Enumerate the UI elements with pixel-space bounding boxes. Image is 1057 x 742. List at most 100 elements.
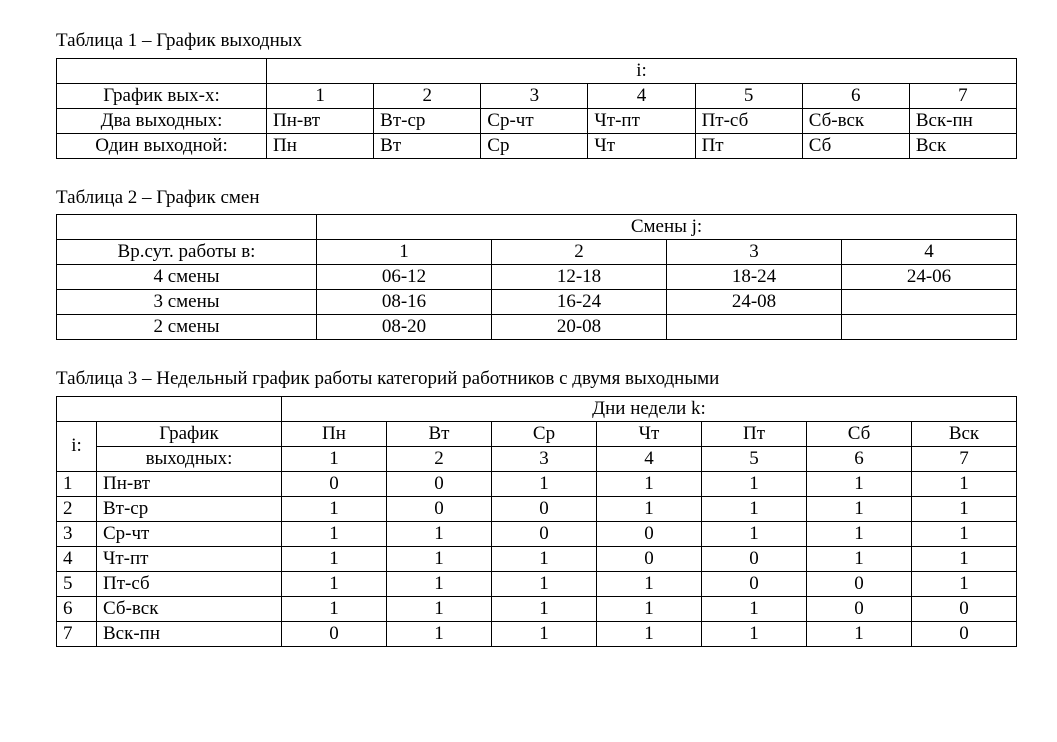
table-row: Два выходных: Пн-вт Вт-ср Ср-чт Чт-пт Пт… — [57, 108, 1017, 133]
cell: Вт — [374, 133, 481, 158]
cell: 4 — [597, 446, 702, 471]
cell: 7 — [909, 83, 1016, 108]
table1-corner — [57, 58, 267, 83]
cell — [842, 290, 1017, 315]
row-label: Вр.сут. работы в: — [57, 240, 317, 265]
cell: 1 — [597, 596, 702, 621]
cell: 1 — [492, 571, 597, 596]
row-index: 5 — [57, 571, 97, 596]
cell: 0 — [387, 471, 492, 496]
cell: 2 — [387, 446, 492, 471]
cell — [842, 315, 1017, 340]
cell: Пт — [702, 421, 807, 446]
cell: 1 — [912, 521, 1017, 546]
table-row: Вр.сут. работы в: 1 2 3 4 — [57, 240, 1017, 265]
row-label: Один выходной: — [57, 133, 267, 158]
cell: 1 — [807, 496, 912, 521]
cell: 1 — [912, 546, 1017, 571]
cell: 1 — [492, 471, 597, 496]
cell: 1 — [282, 496, 387, 521]
cell: Пн-вт — [267, 108, 374, 133]
cell: 1 — [492, 546, 597, 571]
row-name: Сб-вск — [97, 596, 282, 621]
row-name: Вт-ср — [97, 496, 282, 521]
table-row: Смены j: — [57, 215, 1017, 240]
row-name: Ср-чт — [97, 521, 282, 546]
cell: 24-08 — [667, 290, 842, 315]
cell: 6 — [807, 446, 912, 471]
cell: 1 — [492, 621, 597, 646]
table3-caption: Таблица 3 – Недельный график работы кате… — [56, 366, 1017, 392]
schedule-label: График — [97, 421, 282, 446]
cell: 0 — [807, 571, 912, 596]
row-label: График вых-х: — [57, 83, 267, 108]
row-label: 2 смены — [57, 315, 317, 340]
cell: 0 — [702, 546, 807, 571]
cell: Пн — [282, 421, 387, 446]
cell: 1 — [702, 496, 807, 521]
cell: 1 — [807, 621, 912, 646]
cell: 1 — [267, 83, 374, 108]
table-row: i: График Пн Вт Ср Чт Пт Сб Вск — [57, 421, 1017, 446]
table-row: 1Пн-вт0011111 — [57, 471, 1017, 496]
cell: 1 — [387, 546, 492, 571]
cell: 0 — [912, 621, 1017, 646]
table-row: 5Пт-сб1111001 — [57, 571, 1017, 596]
row-index: 7 — [57, 621, 97, 646]
row-index: 1 — [57, 471, 97, 496]
table3-corner — [57, 396, 282, 421]
cell: 1 — [912, 571, 1017, 596]
cell: 20-08 — [492, 315, 667, 340]
cell: 1 — [702, 621, 807, 646]
table-row: Дни недели k: — [57, 396, 1017, 421]
cell: 3 — [481, 83, 588, 108]
row-index: 6 — [57, 596, 97, 621]
table-row: Один выходной: Пн Вт Ср Чт Пт Сб Вск — [57, 133, 1017, 158]
row-label: 4 смены — [57, 265, 317, 290]
table3: Дни недели k: i: График Пн Вт Ср Чт Пт С… — [56, 396, 1017, 647]
cell: Чт — [597, 421, 702, 446]
cell: 1 — [807, 471, 912, 496]
cell: 1 — [597, 621, 702, 646]
row-label: Два выходных: — [57, 108, 267, 133]
cell: 0 — [492, 521, 597, 546]
schedule-label: выходных: — [97, 446, 282, 471]
table-row: 7Вск-пн0111110 — [57, 621, 1017, 646]
cell: 24-06 — [842, 265, 1017, 290]
cell: 3 — [667, 240, 842, 265]
cell: 4 — [588, 83, 695, 108]
table2-header-top: Смены j: — [317, 215, 1017, 240]
cell: 06-12 — [317, 265, 492, 290]
cell: 1 — [912, 471, 1017, 496]
cell: 1 — [387, 571, 492, 596]
cell: 1 — [282, 571, 387, 596]
cell: 16-24 — [492, 290, 667, 315]
row-name: Пн-вт — [97, 471, 282, 496]
cell: 0 — [807, 596, 912, 621]
cell: 5 — [702, 446, 807, 471]
cell: 1 — [387, 596, 492, 621]
cell: 1 — [597, 496, 702, 521]
row-name: Вск-пн — [97, 621, 282, 646]
cell: 1 — [387, 621, 492, 646]
row-index: 2 — [57, 496, 97, 521]
cell: 1 — [702, 471, 807, 496]
cell: 12-18 — [492, 265, 667, 290]
cell: 0 — [282, 471, 387, 496]
cell: 08-16 — [317, 290, 492, 315]
cell: Вт — [387, 421, 492, 446]
cell: Ср — [492, 421, 597, 446]
cell: 18-24 — [667, 265, 842, 290]
i-label: i: — [57, 421, 97, 471]
table-row: 3Ср-чт1100111 — [57, 521, 1017, 546]
table3-header-top: Дни недели k: — [282, 396, 1017, 421]
cell: 5 — [695, 83, 802, 108]
cell: Вск-пн — [909, 108, 1016, 133]
row-index: 4 — [57, 546, 97, 571]
cell: Ср-чт — [481, 108, 588, 133]
table-row: 2 смены 08-20 20-08 — [57, 315, 1017, 340]
table-row: 6Сб-вск1111100 — [57, 596, 1017, 621]
cell: Чт — [588, 133, 695, 158]
cell: Сб-вск — [802, 108, 909, 133]
row-name: Чт-пт — [97, 546, 282, 571]
